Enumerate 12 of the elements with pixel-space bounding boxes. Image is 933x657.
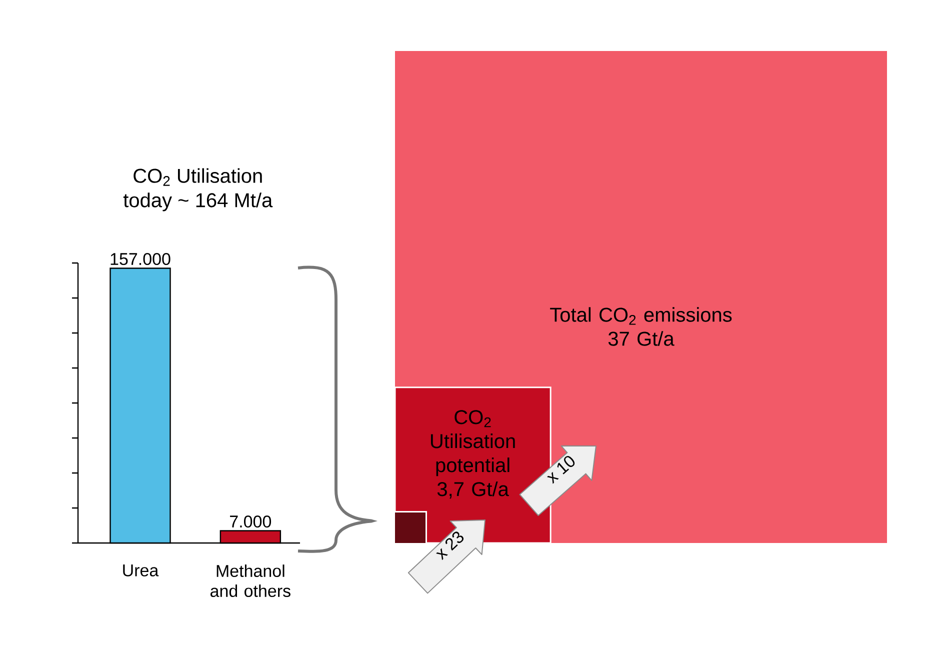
- chart-subtitle: today ~ 164 Mt/a: [123, 192, 273, 212]
- data-label: 7.000: [230, 516, 272, 528]
- x-tick-label: Methanol and others: [210, 564, 290, 598]
- x-tick-label: Urea: [123, 564, 159, 576]
- chart-title: CO$_{2}$ Utilisation: [134, 168, 262, 186]
- text: x 23: [436, 532, 464, 560]
- data-label: 3,7 Gt/a: [437, 482, 509, 499]
- category-label: CO$_{2}$ Utilisation potential: [430, 410, 515, 476]
- data-label: 157.000: [110, 253, 170, 266]
- data-label: 37 Gt/a: [608, 331, 674, 346]
- text: x 10: [546, 456, 575, 484]
- category-label: Total CO$_{2}$ emissions: [550, 307, 732, 325]
